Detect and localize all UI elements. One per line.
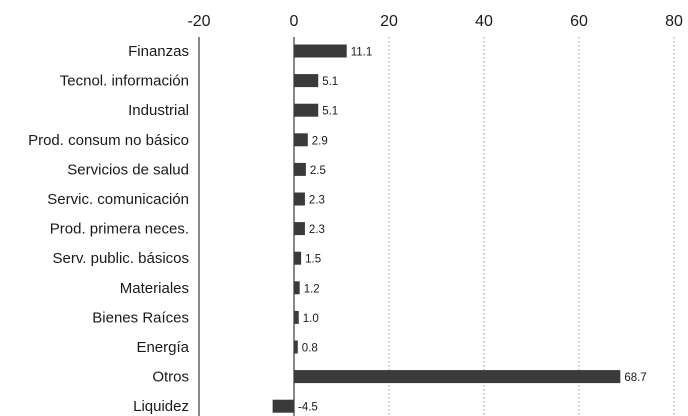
bar (294, 192, 305, 206)
bar (294, 281, 300, 295)
x-tick-label: 80 (665, 13, 683, 30)
value-label: 68.7 (624, 372, 646, 384)
value-label: 2.3 (309, 195, 325, 207)
category-label: Serv. public. básicos (53, 250, 189, 267)
value-label: 11.1 (351, 47, 373, 59)
bar (294, 251, 302, 265)
category-label: Tecnol. información (60, 73, 189, 90)
bar (294, 370, 621, 384)
bar (294, 162, 306, 176)
x-axis-ticks: -20 0 20 40 60 80 (187, 13, 683, 30)
bar (294, 103, 319, 117)
bar (272, 399, 294, 413)
category-label: Otros (152, 369, 189, 386)
value-label: 2.3 (309, 224, 325, 236)
bars (272, 44, 621, 413)
category-label: Prod. primera neces. (50, 221, 189, 238)
category-label: Liquidez (133, 398, 189, 415)
x-tick-label: 60 (570, 13, 588, 30)
value-labels: 11.1 5.1 5.1 2.9 2.5 2.3 2.3 1.5 1.2 1.0 0.8 68.7 -4… (298, 47, 647, 414)
x-tick-label: -20 (187, 13, 210, 30)
bar (294, 74, 319, 88)
grid-lines (198, 37, 675, 416)
value-label: 1.5 (305, 254, 321, 266)
category-label: Prod. consum no básico (28, 132, 189, 149)
value-label: 5.1 (322, 76, 338, 88)
bar (294, 133, 308, 147)
value-label: -4.5 (298, 402, 318, 414)
bar (294, 222, 305, 236)
category-label: Materiales (120, 280, 189, 297)
category-label: Servicios de salud (67, 161, 189, 178)
value-label: 2.5 (310, 165, 326, 177)
x-tick-label: 0 (290, 13, 299, 30)
x-tick-label: 40 (475, 13, 493, 30)
category-label: Finanzas (128, 43, 189, 60)
value-label: 5.1 (322, 106, 338, 118)
category-labels: Finanzas Tecnol. información Industrial Pro… (28, 43, 190, 415)
value-label: 1.2 (304, 283, 320, 295)
category-label: Servic. comunicación (47, 191, 189, 208)
bar (294, 44, 347, 58)
bar (294, 310, 299, 324)
bar (294, 340, 298, 354)
value-label: 1.0 (303, 313, 319, 325)
category-label: Bienes Raíces (92, 309, 189, 326)
value-label: 0.8 (302, 343, 318, 355)
value-label: 2.9 (312, 135, 328, 147)
category-label: Energía (136, 339, 189, 356)
category-label: Industrial (128, 102, 189, 119)
x-tick-label: 20 (380, 13, 398, 30)
